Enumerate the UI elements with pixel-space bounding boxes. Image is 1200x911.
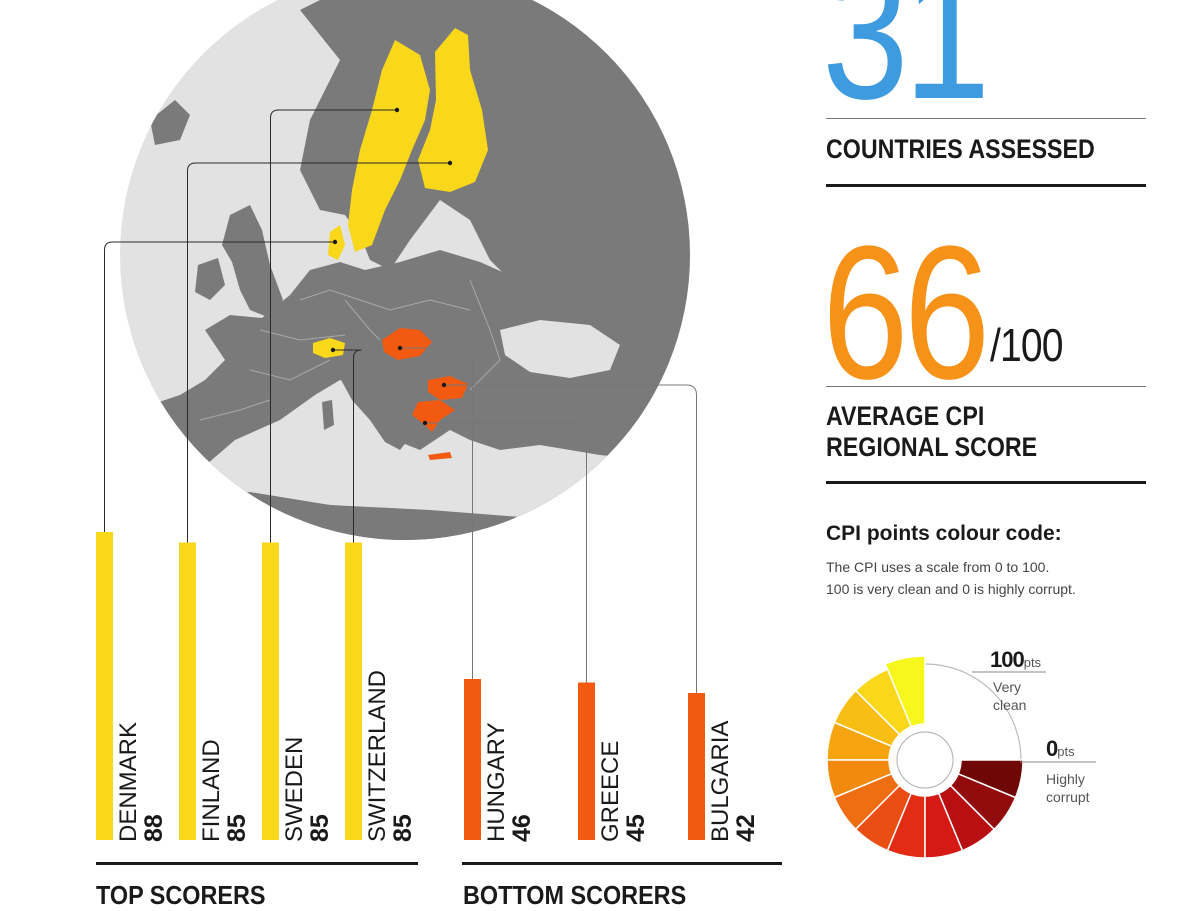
map-switzerland xyxy=(313,338,345,358)
average-score-denominator: /100 xyxy=(990,319,1064,371)
bottom-country-name: HUNGARY xyxy=(483,722,510,842)
top-connector-finland xyxy=(187,162,450,543)
bottom-country-name: GREECE xyxy=(597,740,624,842)
bottom-bar-label-bulgaria: BULGARIA 42 xyxy=(707,720,760,842)
top-scorers-baseline xyxy=(96,862,418,865)
bottom-country-score: 46 xyxy=(508,814,536,842)
connector-lines xyxy=(104,109,697,693)
legend-high-label-1: Very xyxy=(993,679,1022,695)
bottom-country-name: BULGARIA xyxy=(707,720,734,842)
legend-high-value: 100pts xyxy=(990,647,1041,673)
divider xyxy=(826,118,1146,119)
map-bulgaria xyxy=(428,376,468,400)
legend-low-label-1: Highly xyxy=(1046,771,1085,787)
bottom-bar-hungary xyxy=(464,679,481,840)
top-bar-switzerland xyxy=(345,542,362,840)
top-country-score: 85 xyxy=(223,814,251,842)
divider xyxy=(826,184,1146,187)
legend-low-value: 0pts xyxy=(1046,736,1075,762)
countries-count: 31 xyxy=(822,0,990,139)
legend-description-2: 100 is very clean and 0 is highly corrup… xyxy=(826,581,1076,597)
top-map-dot-sweden xyxy=(394,107,400,113)
top-bar-denmark xyxy=(96,532,113,840)
top-connector-switzerland xyxy=(333,349,362,543)
top-connector-denmark xyxy=(104,241,335,532)
top-country-name: FINLAND xyxy=(198,739,225,842)
average-label-line1: AVERAGE CPI xyxy=(826,401,985,431)
bottom-connector-bulgaria xyxy=(444,384,697,693)
top-map-dot-finland xyxy=(447,160,453,166)
map-greece xyxy=(412,400,455,432)
top-country-name: DENMARK xyxy=(115,721,142,842)
top-country-score: 88 xyxy=(140,814,168,842)
divider xyxy=(826,481,1146,484)
legend-high-unit: pts xyxy=(1023,655,1042,670)
bottom-bar-label-greece: GREECE 45 xyxy=(597,740,650,842)
divider xyxy=(826,386,1146,387)
average-score: 66 xyxy=(822,207,990,419)
top-bar-label-sweden: SWEDEN 85 xyxy=(281,736,334,842)
top-scorers-bars xyxy=(96,532,362,840)
bottom-map-dot-greece xyxy=(422,420,428,426)
bottom-country-score: 45 xyxy=(622,814,650,842)
top-country-score: 85 xyxy=(306,814,334,842)
legend-high-number: 100 xyxy=(990,647,1025,672)
cpi-colour-ring xyxy=(826,655,1024,859)
colour-ring-segment xyxy=(957,759,1024,799)
bottom-connector-hungary xyxy=(400,347,473,679)
bottom-bar-greece xyxy=(578,682,595,840)
legend-low-desc: Highly corrupt xyxy=(1046,770,1090,806)
top-country-name: SWEDEN xyxy=(281,736,308,842)
map-crete xyxy=(428,452,452,460)
top-map-dot-denmark xyxy=(332,239,338,245)
map-sweden xyxy=(348,40,430,252)
average-label-line2: REGIONAL SCORE xyxy=(826,432,1038,462)
legend-low-label-2: corrupt xyxy=(1046,789,1090,805)
top-bar-finland xyxy=(179,542,196,840)
top-bar-label-finland: FINLAND 85 xyxy=(198,739,251,842)
top-map-dot-switzerland xyxy=(330,347,336,353)
countries-assessed-label: COUNTRIES ASSESSED xyxy=(826,134,1095,164)
bottom-scorers-baseline xyxy=(462,862,782,865)
colour-ring-inner xyxy=(896,731,954,789)
bottom-map-dot-hungary xyxy=(397,345,403,351)
top-bar-label-switzerland: SWITZERLAND 85 xyxy=(364,669,417,842)
legend-low-number: 0 xyxy=(1046,736,1058,761)
connector-dots xyxy=(330,107,453,426)
map-finland xyxy=(418,28,488,192)
legend-low-unit: pts xyxy=(1057,744,1075,759)
top-bar-label-denmark: DENMARK 88 xyxy=(115,721,168,842)
top-scorers-title: TOP SCORERS xyxy=(96,880,266,910)
bottom-scorers-bars xyxy=(464,679,705,840)
bottom-country-score: 42 xyxy=(732,814,760,842)
top-country-name: SWITZERLAND xyxy=(364,669,391,842)
bottom-map-dot-bulgaria xyxy=(441,382,447,388)
top-bar-sweden xyxy=(262,542,279,840)
bottom-connector-greece xyxy=(425,422,587,683)
top-country-score: 85 xyxy=(389,814,417,842)
bottom-bar-bulgaria xyxy=(688,693,705,840)
map-hungary xyxy=(382,328,432,360)
legend-title: CPI points colour code: xyxy=(826,522,1062,545)
bottom-bar-label-hungary: HUNGARY 46 xyxy=(483,722,536,842)
bottom-scorers-title: BOTTOM SCORERS xyxy=(463,880,687,910)
legend-high-label-2: clean xyxy=(993,697,1027,713)
legend-high-desc: Very clean xyxy=(993,678,1026,714)
top-connector-sweden xyxy=(270,109,397,543)
legend-description-1: The CPI uses a scale from 0 to 100. xyxy=(826,559,1050,575)
